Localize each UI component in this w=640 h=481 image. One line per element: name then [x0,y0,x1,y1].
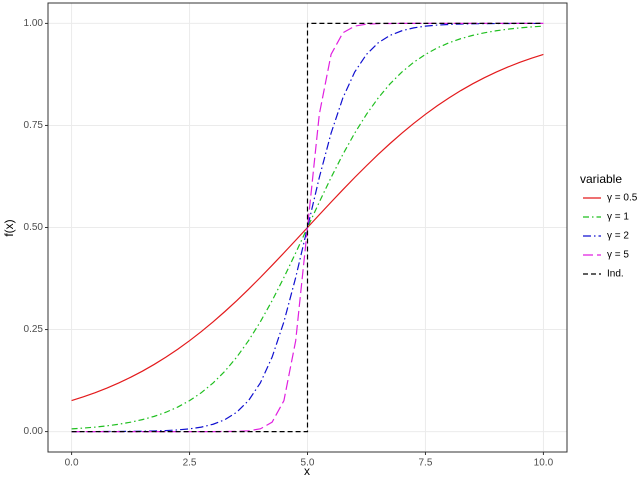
series-line [71,22,544,433]
y-tick-label: 0.50 [24,222,44,233]
series-line [71,25,544,430]
legend-text: Ind. [607,269,624,280]
x-axis-title: x [304,464,310,478]
y-axis-title: f(x) [2,219,16,236]
legend-text: γ = 2 [607,231,629,242]
x-tick-label: 5.0 [301,458,315,469]
legend-text: γ = 5 [607,250,629,261]
x-tick-label: 10.0 [534,458,554,469]
y-tick-label: 0.00 [24,426,44,437]
legend-title: variable [580,172,622,186]
series-line [71,22,544,433]
x-tick-label: 0.0 [65,458,79,469]
legend-text: γ = 1 [607,212,629,223]
y-tick-label: 0.25 [24,324,44,335]
legend-text: γ = 0.5 [607,193,638,204]
y-tick-label: 1.00 [24,18,44,29]
y-tick-label: 0.75 [24,120,44,131]
x-tick-label: 7.5 [419,458,433,469]
x-tick-label: 2.5 [183,458,197,469]
plot-border [47,2,568,453]
